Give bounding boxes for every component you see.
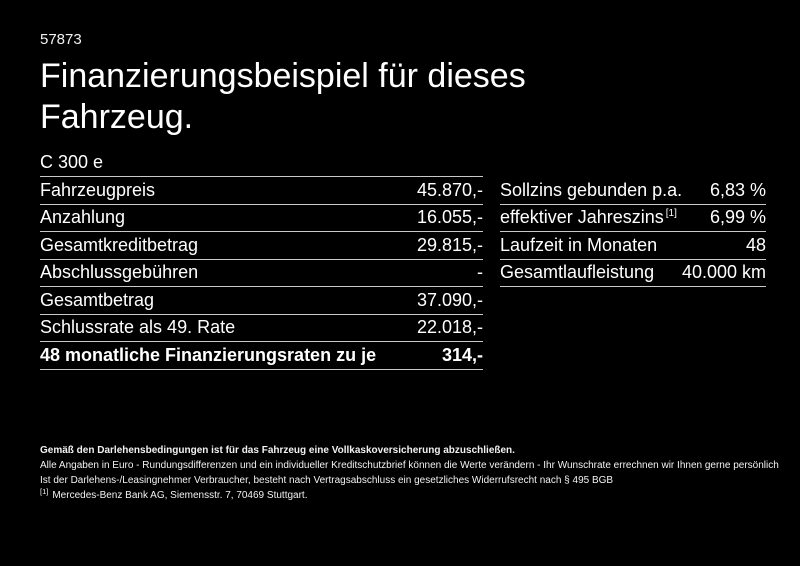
row-label: Gesamtbetrag bbox=[40, 289, 155, 310]
table-row: Abschlussgebühren - bbox=[40, 260, 483, 287]
row-label: effektiver Jahreszins [1] bbox=[500, 207, 677, 228]
row-label: Fahrzeugpreis bbox=[40, 179, 156, 200]
row-value: 6,83 % bbox=[709, 179, 766, 200]
row-label: Laufzeit in Monaten bbox=[500, 234, 658, 255]
footnote: [1] Mercedes-Benz Bank AG, Siemensstr. 7,… bbox=[40, 486, 779, 503]
conditions-table: Sollzins gebunden p.a. 6,83 % effektiver… bbox=[500, 177, 766, 287]
table-row: Gesamtlaufleistung 40.000 km bbox=[500, 260, 766, 287]
table-row-monthly-rate: 48 monatliche Finanzierungsraten zu je 3… bbox=[40, 342, 483, 370]
insurance-note: Gemäß den Darlehensbedingungen ist für d… bbox=[40, 445, 515, 456]
table-row: Schlussrate als 49. Rate 22.018,- bbox=[40, 315, 483, 342]
row-label: Gesamtkreditbetrag bbox=[40, 234, 199, 255]
finance-table: C 300 e Fahrzeugpreis 45.870,- Anzahlung… bbox=[40, 148, 483, 370]
row-value: 48 bbox=[745, 234, 766, 255]
footnote-ref: [1] bbox=[665, 208, 677, 220]
table-row: Laufzeit in Monaten 48 bbox=[500, 232, 766, 260]
row-label: Gesamtlaufleistung bbox=[500, 262, 655, 283]
disclaimer-line: Alle Angaben in Euro - Rundungsdifferenz… bbox=[40, 460, 779, 471]
reference-number: 57873 bbox=[40, 31, 82, 48]
row-label: 48 monatliche Finanzierungsraten zu je bbox=[40, 344, 377, 365]
row-label: Anzahlung bbox=[40, 207, 126, 228]
row-value: 22.018,- bbox=[416, 317, 483, 338]
table-row: Anzahlung 16.055,- bbox=[40, 205, 483, 232]
table-row: effektiver Jahreszins [1] 6,99 % bbox=[500, 205, 766, 232]
row-label: Schlussrate als 49. Rate bbox=[40, 317, 236, 338]
table-row: Sollzins gebunden p.a. 6,83 % bbox=[500, 177, 766, 205]
row-label-text: effektiver Jahreszins bbox=[500, 207, 664, 228]
table-row: Gesamtkreditbetrag 29.815,- bbox=[40, 232, 483, 260]
row-value: 29.815,- bbox=[416, 234, 483, 255]
page-title: Finanzierungsbeispiel für dieses Fahrzeu… bbox=[40, 57, 526, 136]
row-value: 6,99 % bbox=[709, 207, 766, 228]
row-value: 37.090,- bbox=[416, 289, 483, 310]
footnote-marker: [1] bbox=[40, 486, 49, 496]
row-label: Sollzins gebunden p.a. bbox=[500, 179, 683, 200]
row-value: 45.870,- bbox=[416, 179, 483, 200]
table-row: Gesamtbetrag 37.090,- bbox=[40, 287, 483, 315]
row-label: Abschlussgebühren bbox=[40, 262, 199, 283]
model-name: C 300 e bbox=[40, 148, 483, 177]
table-row: Fahrzeugpreis 45.870,- bbox=[40, 177, 483, 205]
disclaimer-line: Ist der Darlehens-/Leasingnehmer Verbrau… bbox=[40, 475, 614, 486]
row-value: 40.000 km bbox=[681, 262, 766, 283]
footer: Gemäß den Darlehensbedingungen ist für d… bbox=[40, 443, 779, 503]
row-value: 16.055,- bbox=[416, 207, 483, 228]
row-value: 314,- bbox=[441, 344, 483, 365]
footnote-text: Mercedes-Benz Bank AG, Siemensstr. 7, 70… bbox=[52, 490, 308, 501]
row-value: - bbox=[477, 262, 483, 283]
